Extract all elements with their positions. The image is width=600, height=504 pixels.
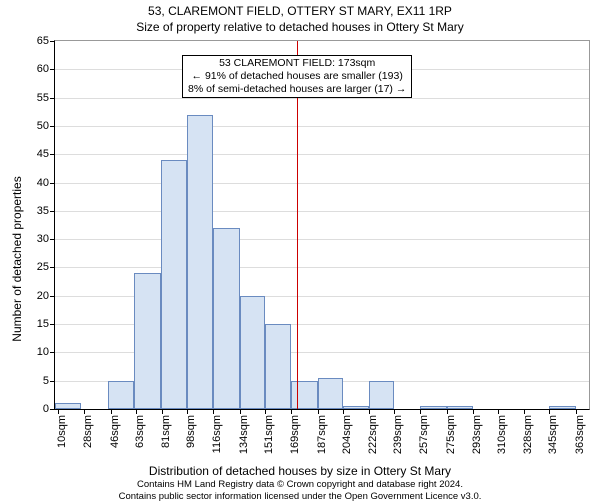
histogram-bar bbox=[55, 403, 81, 409]
ytick-label: 55 bbox=[37, 92, 55, 104]
annotation-line: ← 91% of detached houses are smaller (19… bbox=[188, 70, 406, 83]
histogram-bar bbox=[420, 406, 446, 409]
xtick bbox=[187, 409, 188, 414]
xtick bbox=[136, 409, 137, 414]
xtick bbox=[420, 409, 421, 414]
ytick-label: 40 bbox=[37, 177, 55, 189]
x-axis-label: Distribution of detached houses by size … bbox=[0, 464, 600, 478]
xtick-label: 134sqm bbox=[238, 415, 250, 454]
xtick bbox=[318, 409, 319, 414]
footer-line-2: Contains public sector information licen… bbox=[0, 491, 600, 502]
ytick-label: 5 bbox=[43, 375, 55, 387]
annotation-box: 53 CLAREMONT FIELD: 173sqm← 91% of detac… bbox=[182, 55, 412, 98]
gridline bbox=[55, 126, 589, 127]
xtick-label: 46sqm bbox=[109, 415, 121, 448]
xtick-label: 222sqm bbox=[367, 415, 379, 454]
chart-plot-area: 0510152025303540455055606510sqm28sqm46sq… bbox=[54, 40, 590, 410]
xtick bbox=[447, 409, 448, 414]
xtick-label: 151sqm bbox=[263, 415, 275, 454]
xtick bbox=[84, 409, 85, 414]
histogram-bar bbox=[343, 406, 369, 409]
histogram-bar bbox=[187, 115, 213, 409]
histogram-bar bbox=[134, 273, 160, 409]
annotation-line: 53 CLAREMONT FIELD: 173sqm bbox=[188, 57, 406, 70]
xtick-label: 328sqm bbox=[522, 415, 534, 454]
ytick-label: 20 bbox=[37, 290, 55, 302]
histogram-bar bbox=[213, 228, 239, 409]
ytick-label: 45 bbox=[37, 148, 55, 160]
ytick-label: 60 bbox=[37, 63, 55, 75]
histogram-bar bbox=[265, 324, 291, 409]
chart-title: 53, CLAREMONT FIELD, OTTERY ST MARY, EX1… bbox=[0, 4, 600, 18]
gridline bbox=[55, 154, 589, 155]
xtick-label: 257sqm bbox=[418, 415, 430, 454]
histogram-bar bbox=[318, 378, 343, 409]
xtick-label: 63sqm bbox=[134, 415, 146, 448]
gridline bbox=[55, 267, 589, 268]
xtick bbox=[111, 409, 112, 414]
xtick bbox=[549, 409, 550, 414]
ytick-label: 35 bbox=[37, 205, 55, 217]
xtick bbox=[240, 409, 241, 414]
xtick-label: 98sqm bbox=[185, 415, 197, 448]
ytick-label: 15 bbox=[37, 318, 55, 330]
xtick bbox=[394, 409, 395, 414]
xtick bbox=[524, 409, 525, 414]
xtick bbox=[58, 409, 59, 414]
xtick-label: 169sqm bbox=[289, 415, 301, 454]
gridline bbox=[55, 183, 589, 184]
xtick bbox=[291, 409, 292, 414]
annotation-line: 8% of semi-detached houses are larger (1… bbox=[188, 83, 406, 96]
xtick-label: 239sqm bbox=[392, 415, 404, 454]
xtick bbox=[162, 409, 163, 414]
xtick-label: 116sqm bbox=[211, 415, 223, 453]
xtick bbox=[576, 409, 577, 414]
gridline bbox=[55, 239, 589, 240]
gridline bbox=[55, 211, 589, 212]
xtick bbox=[343, 409, 344, 414]
xtick bbox=[498, 409, 499, 414]
footer-attribution: Contains HM Land Registry data © Crown c… bbox=[0, 479, 600, 502]
ytick-label: 0 bbox=[43, 403, 55, 415]
histogram-bar bbox=[108, 381, 134, 409]
xtick-label: 293sqm bbox=[471, 415, 483, 454]
histogram-bar bbox=[161, 160, 187, 409]
xtick-label: 10sqm bbox=[56, 415, 68, 448]
ytick-label: 30 bbox=[37, 233, 55, 245]
ytick-label: 50 bbox=[37, 120, 55, 132]
xtick bbox=[265, 409, 266, 414]
chart-subtitle: Size of property relative to detached ho… bbox=[0, 20, 600, 34]
xtick bbox=[369, 409, 370, 414]
histogram-bar bbox=[291, 381, 317, 409]
xtick-label: 345sqm bbox=[547, 415, 559, 454]
ytick-label: 25 bbox=[37, 261, 55, 273]
histogram-bar bbox=[549, 406, 575, 409]
ytick-label: 10 bbox=[37, 346, 55, 358]
xtick bbox=[213, 409, 214, 414]
xtick bbox=[473, 409, 474, 414]
ytick-label: 65 bbox=[37, 35, 55, 47]
xtick-label: 187sqm bbox=[316, 415, 328, 454]
xtick-label: 275sqm bbox=[445, 415, 457, 454]
y-axis-label: Number of detached properties bbox=[10, 176, 24, 341]
xtick-label: 28sqm bbox=[82, 415, 94, 448]
xtick-label: 204sqm bbox=[341, 415, 353, 454]
xtick-label: 363sqm bbox=[574, 415, 586, 454]
histogram-bar bbox=[447, 406, 473, 409]
histogram-bar bbox=[369, 381, 394, 409]
histogram-bar bbox=[240, 296, 265, 409]
footer-line-1: Contains HM Land Registry data © Crown c… bbox=[0, 479, 600, 490]
xtick-label: 310sqm bbox=[496, 415, 508, 454]
xtick-label: 81sqm bbox=[160, 415, 172, 448]
